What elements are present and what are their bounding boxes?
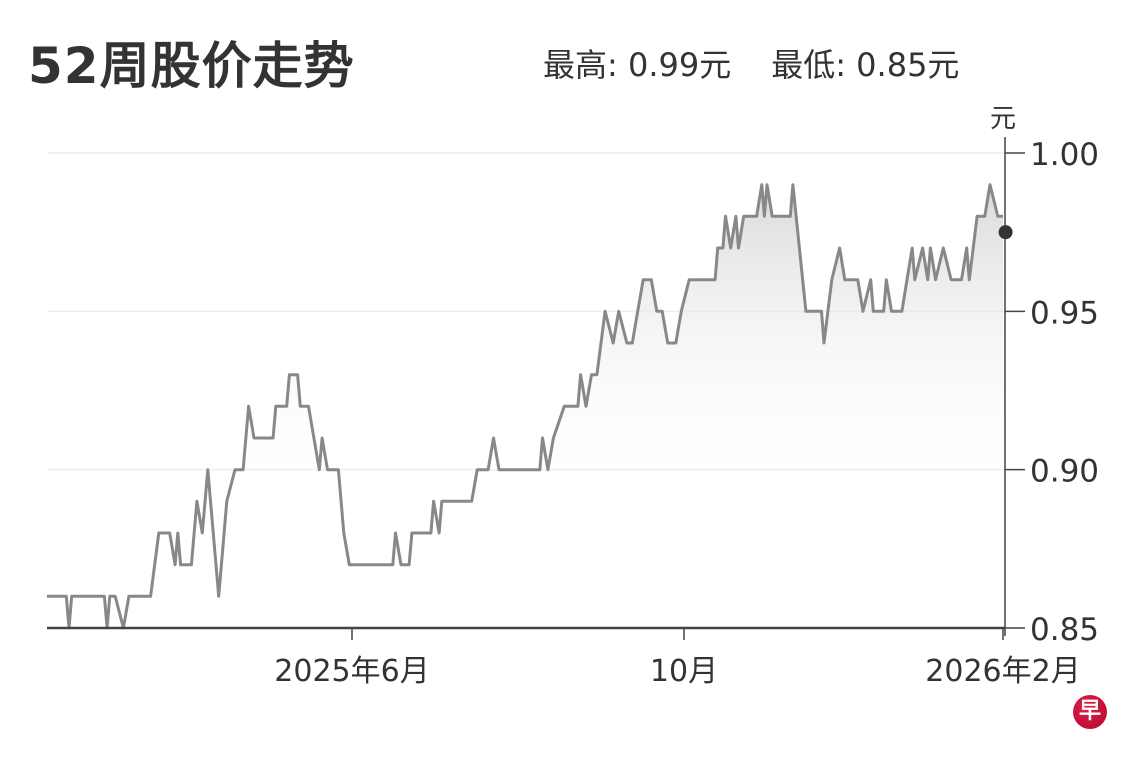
x-tick-label: 10月 xyxy=(650,654,718,689)
price-area xyxy=(47,184,1003,628)
low-price: 最低: 0.85元 xyxy=(771,46,960,84)
y-tick-label: 0.90 xyxy=(1030,454,1099,490)
y-tick-label: 1.00 xyxy=(1030,137,1099,173)
y-axis-unit: 元 xyxy=(990,104,1017,134)
high-price: 最高: 0.99元 xyxy=(543,46,732,84)
y-tick-label: 0.95 xyxy=(1030,295,1099,331)
last-price-dot xyxy=(998,225,1013,240)
zaobao-logo: 早 xyxy=(1073,695,1107,729)
logo-glyph: 早 xyxy=(1078,699,1101,724)
chart-title: 52周股价走势 xyxy=(28,37,355,95)
price-stats: 最高: 0.99元 最低: 0.85元 xyxy=(543,40,999,86)
y-tick-label: 0.85 xyxy=(1030,612,1099,648)
x-tick-label: 2025年6月 xyxy=(274,654,429,689)
x-tick-label: 2026年2月 xyxy=(925,654,1080,689)
price-line xyxy=(47,183,1003,630)
